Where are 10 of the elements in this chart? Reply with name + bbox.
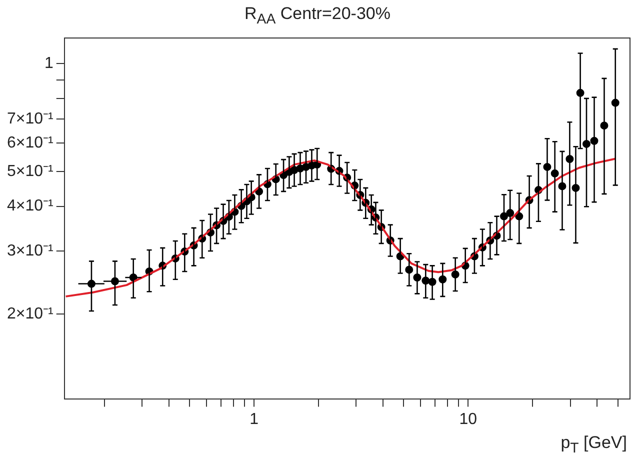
chart-title: R$_{AA}$ Centr=20-30% (244, 4, 392, 28)
x-tick-label: 10 (459, 410, 478, 428)
y-tick-label: 2×10⁻¹ (6, 305, 54, 322)
y-tick-label: 4×10⁻¹ (6, 198, 54, 215)
y-tick-label: 5×10⁻¹ (6, 162, 54, 180)
y-tick-label: 7×10⁻¹ (6, 110, 54, 128)
y-tick-label: 3×10⁻¹ (6, 242, 54, 260)
x-axis-title: p$_{T}$ [GeV] (560, 432, 627, 456)
y-tick-label: 6×10⁻¹ (6, 134, 54, 152)
y-tick-label: 1 (44, 55, 54, 72)
